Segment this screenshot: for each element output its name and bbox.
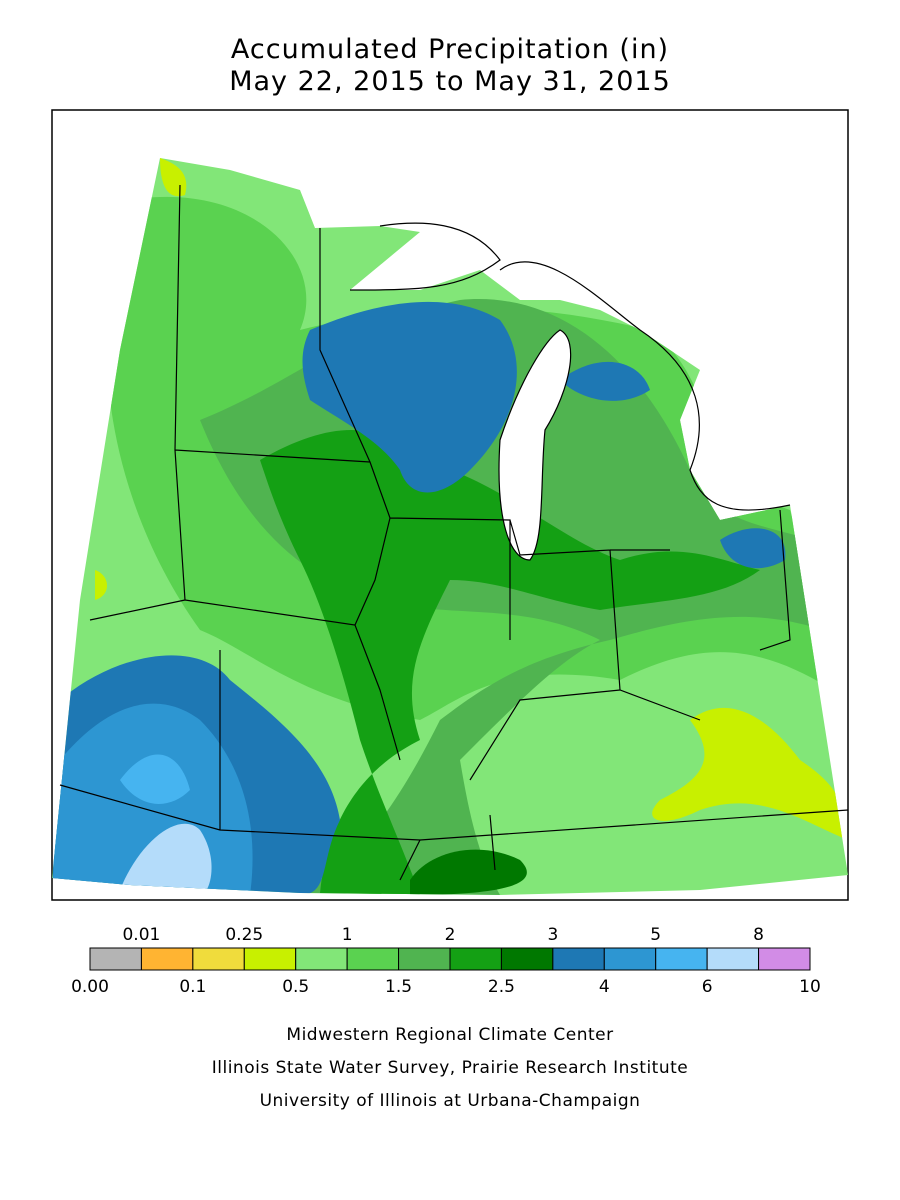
legend-swatch	[655, 947, 708, 971]
legend-swatch	[552, 947, 605, 971]
credit-line: Illinois State Water Survey, Prairie Res…	[212, 1058, 688, 1078]
legend-swatch	[295, 947, 348, 971]
legend-label: 5	[650, 925, 661, 945]
legend-label: 1.5	[385, 977, 412, 997]
map-subtitle: May 22, 2015 to May 31, 2015	[229, 66, 671, 97]
map-title: Accumulated Precipitation (in)	[231, 34, 669, 65]
legend-swatch	[140, 947, 194, 971]
legend-label: 2	[445, 925, 456, 945]
legend-label: 2.5	[488, 977, 515, 997]
legend: 0.00 0.01 0.1 0.25 0.5 1 1.5 2 2.5 3 4 5 6 8 10	[71, 925, 821, 997]
legend-swatch	[243, 947, 297, 971]
state-borders	[59, 184, 849, 881]
legend-label: 0.25	[225, 925, 263, 945]
credit-line: Midwestern Regional Climate Center	[286, 1025, 613, 1045]
precip-field	[52, 158, 848, 895]
legend-label: 8	[753, 925, 764, 945]
legend-label: 3	[547, 925, 558, 945]
legend-swatch	[398, 947, 451, 971]
map	[51, 109, 849, 901]
legend-label: 0.1	[179, 977, 206, 997]
legend-swatch	[449, 947, 502, 971]
legend-label: 0.5	[282, 977, 309, 997]
legend-label: 0.00	[71, 977, 109, 997]
legend-swatch	[346, 947, 400, 971]
legend-swatch	[758, 947, 811, 971]
legend-swatch	[89, 947, 142, 971]
credit-line: University of Illinois at Urbana-Champai…	[260, 1091, 641, 1111]
legend-swatch	[603, 947, 657, 971]
legend-label: 1	[342, 925, 353, 945]
legend-label: 6	[702, 977, 713, 997]
legend-swatch	[192, 947, 245, 971]
legend-label: 4	[599, 977, 610, 997]
legend-swatch	[706, 947, 760, 971]
legend-swatch	[500, 947, 554, 971]
legend-label: 0.01	[122, 925, 160, 945]
legend-label: 10	[799, 977, 821, 997]
